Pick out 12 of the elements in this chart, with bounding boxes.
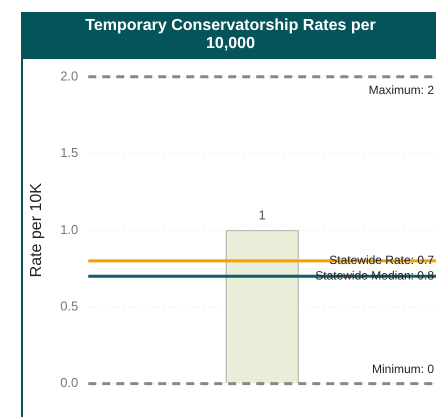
chart-title: Temporary Conservatorship Rates per 10,000 [23,12,436,59]
annotation: Statewide Median: 0.8 [315,268,434,283]
y-axis-title: Rate per 10K [28,182,46,278]
ref-line-label: Minimum: 0 [372,362,434,376]
y-tick-label: 2.0 [60,68,78,84]
data-label: 1 [258,207,266,222]
y-tick-label: 1.0 [60,222,78,237]
y-tick-label: 1.5 [60,145,78,160]
ref-line-label: Maximum: 2 [368,83,434,98]
y-tick-label: 0.5 [60,298,78,314]
annotation: Statewide Rate: 0.7 [329,253,434,268]
y-tick-label: 0.0 [60,375,78,390]
